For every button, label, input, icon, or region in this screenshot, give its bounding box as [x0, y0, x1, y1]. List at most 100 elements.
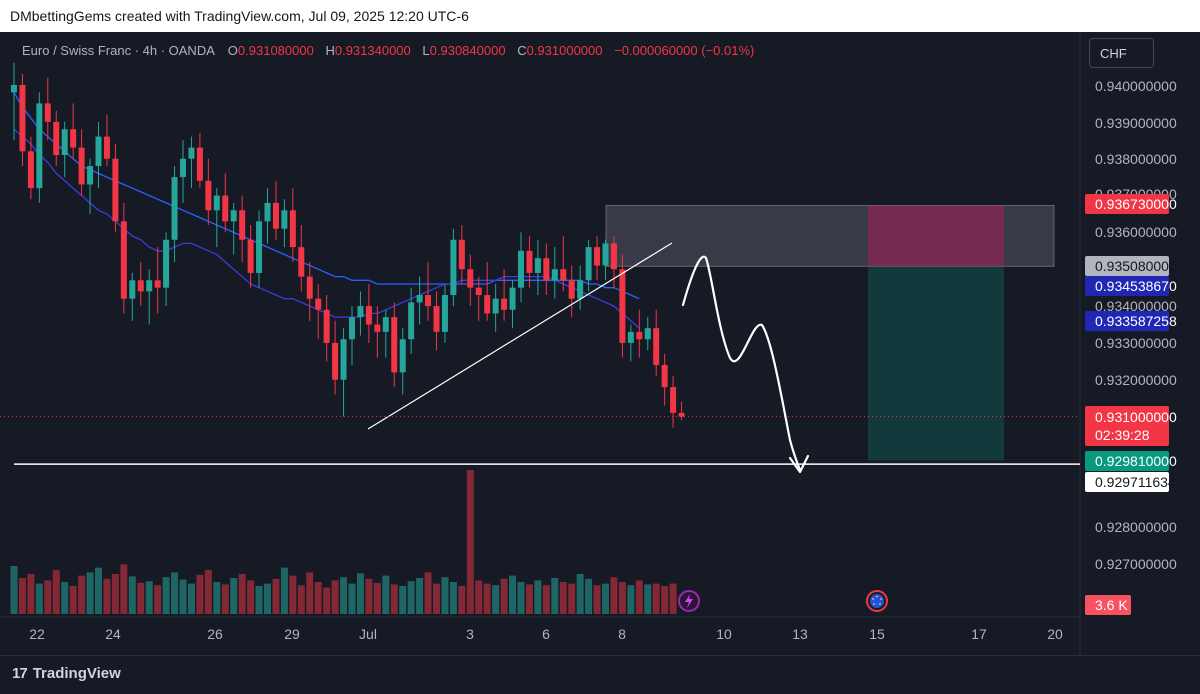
- volume-bar: [585, 578, 593, 614]
- volume-bar: [661, 586, 669, 614]
- volume-bar: [669, 583, 677, 614]
- volume-bar: [272, 578, 280, 614]
- resistance-zone: [605, 204, 1055, 267]
- lightning-icon[interactable]: [678, 590, 700, 612]
- volume-bar: [221, 584, 229, 614]
- candle-body: [492, 298, 499, 314]
- candle-body: [433, 306, 440, 332]
- candle-body: [526, 250, 533, 273]
- volume-bar: [289, 575, 297, 614]
- candle-body: [484, 295, 491, 314]
- volume-bar: [416, 578, 424, 614]
- candle-body: [112, 158, 119, 222]
- tradingview-logo[interactable]: 17 TradingView: [12, 665, 121, 682]
- candle-body: [594, 247, 601, 266]
- candle-body: [450, 239, 457, 296]
- stop-loss-tag: 0.936730000: [1085, 194, 1177, 214]
- candle-body: [323, 309, 330, 343]
- candle-body: [11, 85, 17, 93]
- candle-body: [610, 243, 617, 270]
- volume-bar: [128, 576, 136, 614]
- candle-body: [501, 298, 508, 310]
- candle-body: [349, 317, 355, 340]
- volume-tag: 3.6 K: [1085, 595, 1131, 615]
- close-value: 0.931000000: [526, 43, 603, 58]
- candle-body: [374, 324, 381, 332]
- symbol-label[interactable]: Euro / Swiss Franc · 4h · OANDA: [22, 43, 215, 58]
- volume-bar: [103, 578, 111, 614]
- stop-loss-zone: [868, 205, 1004, 267]
- tradingview-logo-icon: 17: [12, 665, 28, 682]
- candle-body: [382, 317, 389, 332]
- footer-bar: 17 TradingView: [0, 655, 1200, 694]
- candle-body: [340, 339, 347, 380]
- candle-body: [619, 269, 626, 343]
- volume-bar: [154, 585, 162, 614]
- hline-tag: 0.929711634: [1085, 472, 1176, 492]
- candle-body: [247, 239, 254, 273]
- currency-button[interactable]: CHF: [1089, 38, 1154, 68]
- target-tag: 0.929810000: [1085, 451, 1177, 471]
- volume-bar: [95, 567, 102, 614]
- change-value: −0.000060000 (−0.01%): [614, 43, 755, 58]
- trendline: [367, 242, 673, 430]
- candle-body: [653, 328, 660, 366]
- header-bar: DMbettingGems created with TradingView.c…: [0, 0, 1200, 32]
- candle-body: [213, 195, 220, 211]
- volume-bar: [602, 583, 609, 614]
- ma-fast-tag: 0.934538670: [1085, 276, 1177, 296]
- candle-body: [137, 280, 144, 292]
- candle-body: [53, 121, 60, 156]
- candle-body: [264, 202, 271, 222]
- volume-bar: [238, 574, 246, 614]
- candle-body: [391, 317, 398, 373]
- time-axis-label: 6: [542, 626, 550, 642]
- volume-bar: [492, 585, 500, 614]
- candle-body: [661, 365, 668, 388]
- time-axis-label: 17: [971, 626, 987, 642]
- economic-event-icon[interactable]: [866, 590, 888, 612]
- price-axis-label: 0.927000000: [1095, 556, 1177, 572]
- candle-body: [180, 158, 186, 178]
- volume-bar: [204, 570, 212, 614]
- volume-bar: [297, 585, 305, 614]
- candle-body: [239, 210, 246, 240]
- candle-body: [467, 269, 474, 288]
- candle-body: [475, 287, 482, 296]
- last-price-tag: 0.931000000 02:39:28: [1085, 406, 1177, 446]
- time-axis-label: 3: [466, 626, 474, 642]
- volume-bar: [500, 578, 508, 614]
- volume-bar: [644, 584, 652, 614]
- time-axis-label: 8: [618, 626, 626, 642]
- volume-bar: [441, 577, 449, 614]
- candle-body: [171, 177, 178, 240]
- candle-body: [551, 269, 558, 281]
- volume-bar: [390, 584, 398, 614]
- volume-bar: [340, 577, 348, 614]
- volume-bar: [78, 575, 86, 614]
- low-key: L: [422, 43, 430, 58]
- candle-body: [36, 103, 43, 189]
- price-axis-label: 0.940000000: [1095, 78, 1177, 94]
- candle-body: [458, 239, 465, 270]
- candle-body: [306, 276, 313, 299]
- volume-bar: [120, 564, 128, 614]
- volume-bar: [559, 582, 567, 614]
- candle-body: [399, 339, 406, 373]
- candle-body: [272, 202, 279, 229]
- candle-body: [357, 306, 364, 318]
- volume-bar: [44, 580, 52, 614]
- candle-body: [560, 269, 567, 281]
- volume-bar: [356, 573, 364, 614]
- volume-bar: [627, 585, 635, 614]
- volume-bar: [52, 570, 60, 614]
- candle-body: [188, 147, 195, 159]
- candle-body: [315, 298, 322, 310]
- volume-bar: [576, 574, 584, 614]
- candle-body: [19, 85, 26, 152]
- ohlc-legend: Euro / Swiss Franc · 4h · OANDA O0.93108…: [22, 43, 762, 58]
- volume-bar: [137, 582, 145, 614]
- candle-body: [103, 136, 110, 159]
- candle-body: [602, 243, 609, 266]
